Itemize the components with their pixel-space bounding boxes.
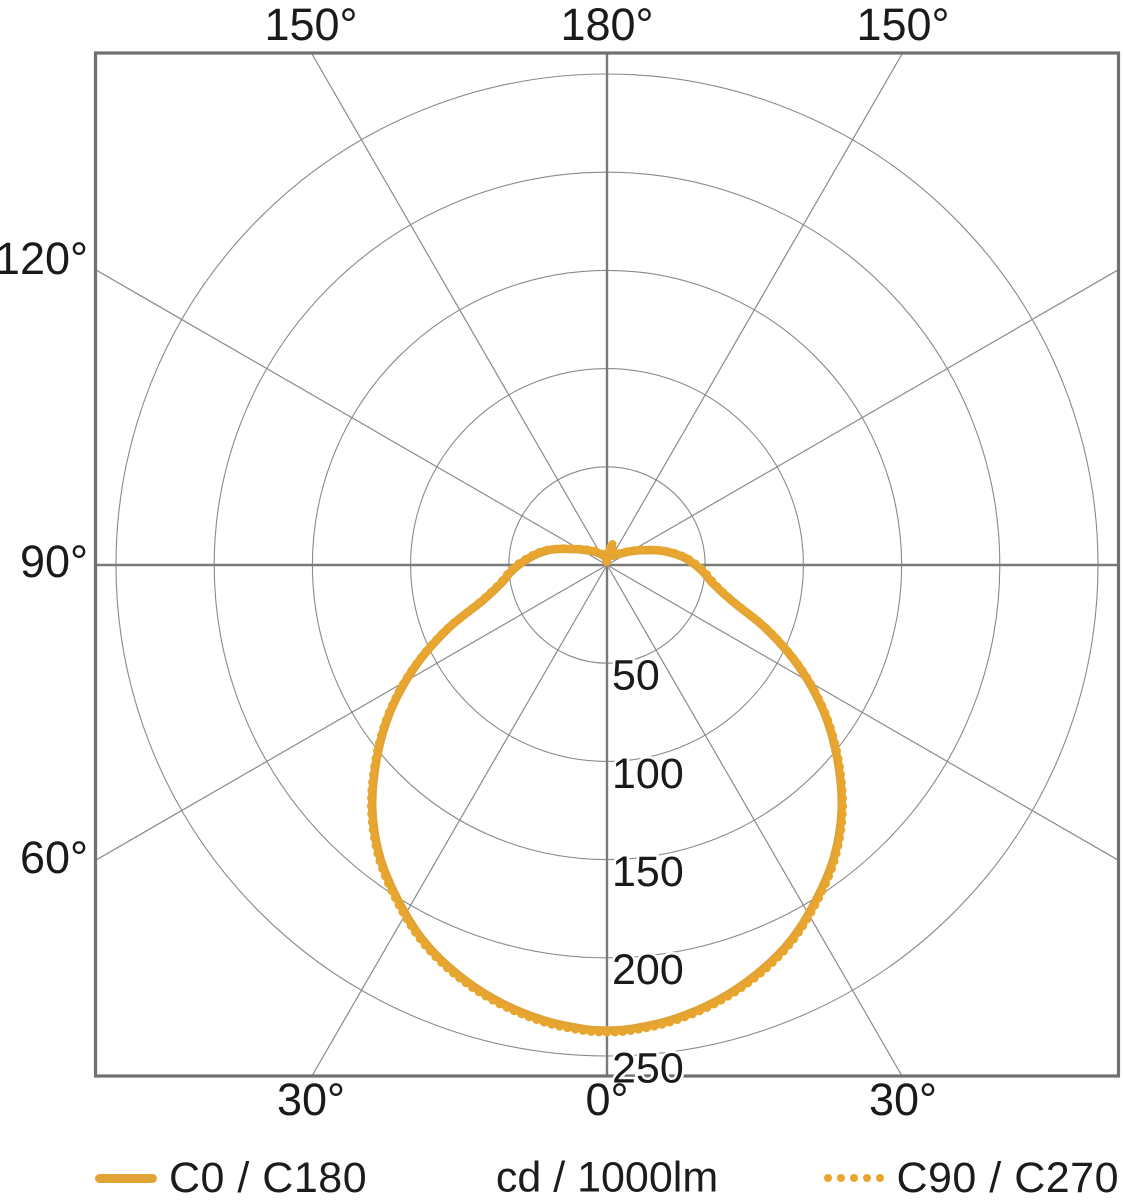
legend-dot (824, 1174, 833, 1182)
angle-label-top-0: 150° (264, 0, 357, 50)
plot-border (93, 51, 1121, 1078)
c90-c270-curve (366, 540, 848, 1037)
angle-label-top-2: 150° (856, 0, 949, 50)
legend-units-label: cd / 1000lm (495, 1153, 719, 1200)
grid-spoke-30 (606, 564, 903, 1077)
angle-label-bottom-2: 30° (869, 1074, 937, 1125)
grid-spoke-60 (606, 564, 1119, 861)
angle-label-left-2: 60° (20, 832, 88, 883)
legend-dot (863, 1174, 872, 1182)
grid-spoke-300 (95, 564, 608, 861)
polar-chart: 50 100 150 200 250 150° 180° 150° 120° 90° 60° 30° 0… (0, 0, 1121, 1125)
legend-c90-label: C90 / C270 (896, 1153, 1119, 1200)
grid-spoke-210 (310, 52, 608, 566)
grid-spoke-330 (311, 564, 608, 1077)
legend-dot (876, 1174, 885, 1182)
radial-tick-label-150: 150 (612, 848, 684, 896)
radial-tick-label-250: 250 (612, 1044, 684, 1092)
legend-c0-solid-line-swatch (95, 1173, 157, 1183)
legend-item-c0: C0 / C180 (95, 1154, 367, 1200)
legend-item-c90: C90 / C270 (824, 1154, 1119, 1200)
angle-label-left-1: 90° (20, 536, 88, 587)
radial-tick-label-50: 50 (612, 652, 660, 700)
legend-dot (837, 1174, 846, 1182)
angle-label-bottom-1: 0° (585, 1074, 628, 1125)
grid-spoke-120 (606, 269, 1119, 566)
radial-tick-labels: 50 100 150 200 250 (610, 649, 687, 1095)
polar-grid (95, 52, 1119, 1077)
radial-tick-label-200: 200 (612, 946, 684, 994)
legend: C0 / C180 cd / 1000lm C90 / C270 (95, 1150, 1119, 1200)
legend-c90-dotted-swatch (824, 1174, 885, 1182)
angle-label-bottom-0: 30° (277, 1074, 345, 1125)
grid-spoke-240 (95, 269, 608, 566)
angle-label-left-0: 120° (0, 233, 88, 284)
angle-label-top-1: 180° (560, 0, 653, 50)
legend-dot (850, 1174, 859, 1182)
grid-spoke-150 (606, 52, 904, 566)
angle-labels: 150° 180° 150° 120° 90° 60° 30° 0° 30° (0, 0, 950, 1125)
radial-tick-label-100: 100 (612, 750, 684, 798)
legend-c0-label: C0 / C180 (169, 1153, 368, 1200)
